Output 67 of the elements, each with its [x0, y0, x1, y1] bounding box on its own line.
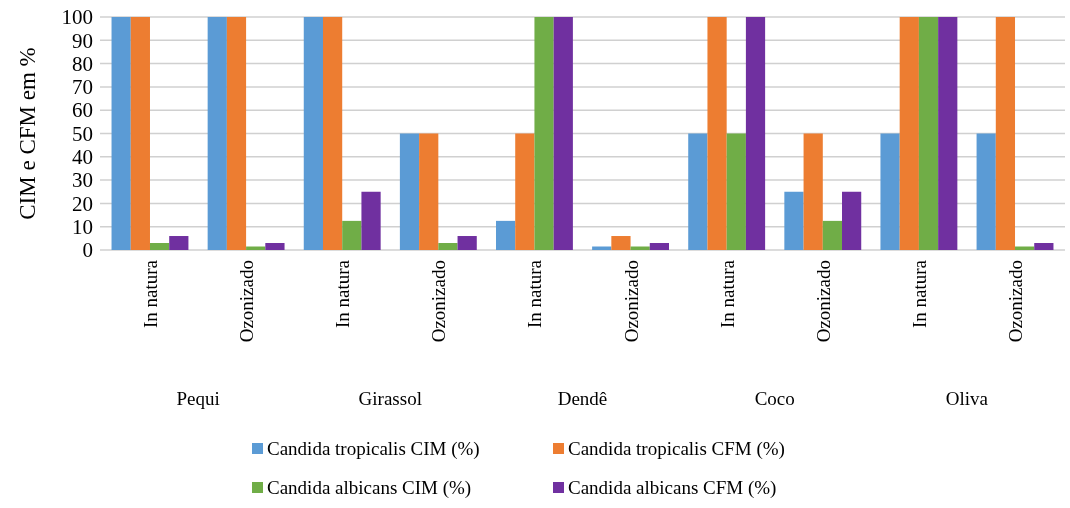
bar: [976, 133, 996, 250]
x-tick-label: In natura: [524, 259, 546, 329]
bar: [803, 133, 823, 250]
x-tick-label: In natura: [332, 259, 354, 329]
text: Girassol: [358, 388, 422, 409]
bar: [822, 220, 843, 250]
bar: [496, 220, 516, 250]
y-tick-label: 20: [72, 191, 93, 216]
bar: [553, 17, 573, 250]
bar: [899, 17, 919, 250]
text: Oliva: [945, 388, 989, 409]
x-tick-label: Ozonizado: [1005, 260, 1027, 343]
x-tick-label: In natura: [139, 259, 161, 329]
bar: [322, 17, 343, 250]
text: Coco: [754, 388, 795, 409]
bar: [226, 17, 247, 250]
y-tick-label: 80: [72, 51, 93, 76]
bar: [688, 133, 708, 250]
y-tick-label: 90: [72, 28, 93, 53]
bar: [515, 133, 535, 250]
bar: [130, 17, 150, 250]
bar: [111, 17, 131, 250]
bar: [534, 17, 554, 250]
x-tick-label: In natura: [908, 259, 930, 329]
bar: [1034, 243, 1054, 250]
bar: [745, 17, 766, 250]
legend-label: Candida albicans CIM (%): [267, 477, 472, 499]
x-tick-label: Ozonizado: [428, 260, 450, 343]
y-tick-label: 50: [72, 121, 93, 146]
bar: [399, 133, 420, 250]
y-axis-title: CIM e CFM em %: [15, 47, 40, 220]
bar: [880, 133, 900, 250]
y-tick-label: 0: [82, 238, 93, 263]
bar: [457, 236, 477, 250]
bar: [169, 236, 189, 250]
y-tick-label: 60: [72, 98, 93, 123]
bar: [361, 191, 381, 250]
text: Dendê: [557, 388, 608, 409]
bar: [438, 243, 458, 250]
x-tick-label: Ozonizado: [620, 260, 642, 343]
bar: [303, 17, 323, 250]
bar: [419, 133, 439, 250]
y-tick-label: 40: [72, 145, 93, 170]
bar: [918, 17, 939, 250]
bar: [995, 17, 1016, 250]
legend-label: Candida albicans CFM (%): [568, 477, 777, 499]
bar: [342, 220, 362, 250]
bar: [707, 17, 727, 250]
y-tick-label: 10: [72, 214, 93, 239]
bar: [649, 243, 669, 250]
bar: [726, 133, 746, 250]
bar: [938, 17, 958, 250]
legend-label: Candida tropicalis CIM (%): [267, 438, 480, 460]
bar: [611, 236, 631, 250]
bar: [149, 243, 170, 250]
bar: [207, 17, 227, 250]
y-tick-label: 70: [72, 75, 93, 100]
x-tick-label: In natura: [716, 259, 738, 329]
y-tick-label: 100: [61, 5, 93, 30]
bar: [265, 243, 285, 250]
bar: [842, 191, 862, 250]
y-tick-label: 30: [72, 168, 93, 193]
text: Pequi: [176, 388, 220, 409]
x-tick-label: Ozonizado: [236, 260, 258, 343]
x-tick-label: Ozonizado: [812, 260, 834, 343]
legend-label: Candida tropicalis CFM (%): [568, 438, 785, 460]
bar: [784, 191, 804, 250]
